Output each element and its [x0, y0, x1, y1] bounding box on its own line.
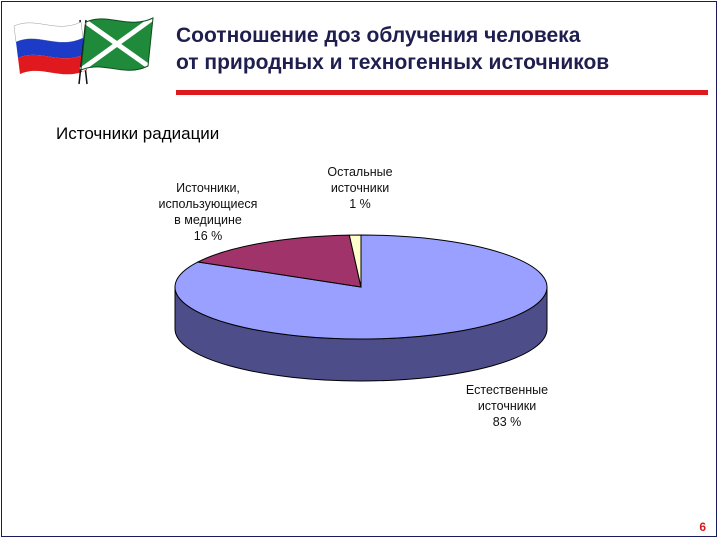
title-line-2: от природных и техногенных источников: [176, 51, 610, 74]
slice-label-line: 83 %: [492, 415, 522, 429]
chart-subtitle: Источники радиации: [56, 124, 220, 143]
title-line-1: Соотношение доз облучения человека: [176, 24, 581, 47]
slice-label-natural: Естественные источники 83 %: [448, 382, 566, 430]
slice-label-medical: Источники, использующиеся в медицине 16 %: [140, 180, 276, 244]
slice-label-line: источники: [330, 181, 390, 195]
slice-label-line: источники: [477, 399, 537, 413]
slice-label-line: Остальные: [327, 165, 393, 179]
slice-label-line: использующиеся: [158, 197, 258, 211]
page-number: 6: [699, 520, 706, 534]
slice-label-other: Остальные источники 1 %: [310, 164, 410, 212]
slice-label-line: в медицине: [174, 213, 242, 227]
page-title: Соотношение доз облучения человека от пр…: [176, 22, 696, 76]
pie-slice-1: [196, 234, 362, 288]
title-underline: [176, 90, 708, 95]
russia-flag-icon: [13, 19, 88, 85]
border-guard-flag-icon: [78, 15, 155, 85]
slice-label-line: 16 %: [193, 229, 223, 243]
flags-logo: [13, 15, 155, 85]
slice-label-line: Источники,: [176, 181, 240, 195]
pie-slice-2: [348, 234, 362, 288]
slice-label-line: Естественные: [465, 383, 549, 397]
slice-label-line: 1 %: [349, 197, 371, 211]
